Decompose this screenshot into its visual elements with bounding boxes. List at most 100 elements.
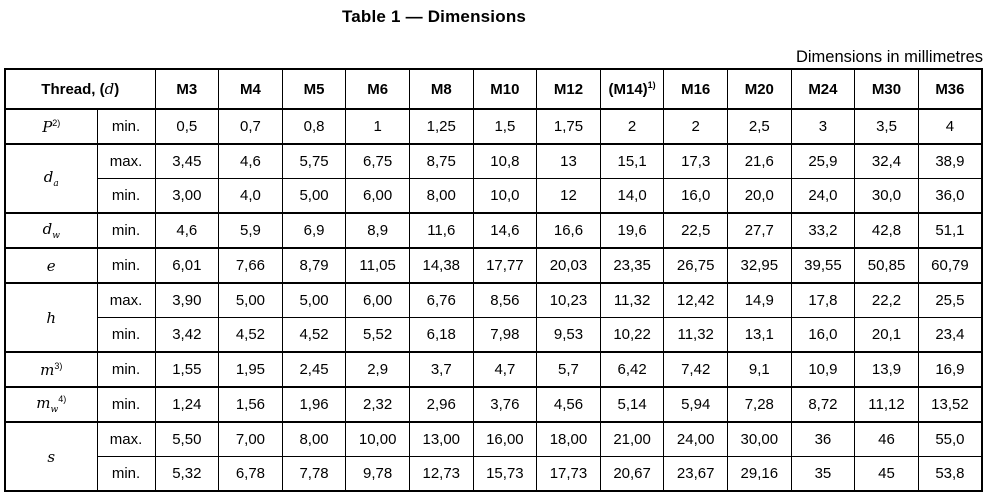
size-header-cell: (M14)1) <box>599 68 665 110</box>
value-cell: 1,96 <box>281 386 347 423</box>
table-body: P2) min. 0,5 0,7 0,8 1 1,25 1,5 1,75 2 2 2,5 3 3,5 4 da… <box>4 108 983 492</box>
value-cell: 10,9 <box>790 351 856 388</box>
value-cell: 2,45 <box>281 351 347 388</box>
value-cell: 32,95 <box>727 247 792 284</box>
limit-cell: min. <box>96 178 156 214</box>
value-cell: 30,00 <box>727 421 792 457</box>
value-cell: 30,0 <box>854 178 919 214</box>
value-cell: 11,32 <box>663 317 728 353</box>
value-cell: 4,56 <box>536 386 601 423</box>
value-cell: 3,45 <box>154 143 220 179</box>
value-cell: 14,38 <box>408 247 474 284</box>
value-cell: 39,55 <box>790 247 856 284</box>
size-header-cell: M8 <box>408 68 474 110</box>
value-cell: 51,1 <box>917 212 983 249</box>
value-cell: 38,9 <box>917 143 983 179</box>
value-cell: 21,6 <box>727 143 792 179</box>
value-cell: 3,90 <box>154 282 220 318</box>
value-cell: 16,0 <box>790 317 856 353</box>
value-cell: 14,9 <box>727 282 792 318</box>
symbol-cell: h <box>4 282 98 353</box>
value-cell: 12,42 <box>663 282 728 318</box>
value-cell: 7,78 <box>281 456 347 492</box>
limit-cell: min. <box>96 386 156 423</box>
value-cell: 11,6 <box>408 212 474 249</box>
value-cell: 50,85 <box>854 247 919 284</box>
value-cell: 15,73 <box>472 456 538 492</box>
value-cell: 10,23 <box>536 282 601 318</box>
value-cell: 6,78 <box>218 456 283 492</box>
value-cell: 23,67 <box>663 456 728 492</box>
value-cell: 5,9 <box>218 212 283 249</box>
dimensions-table: Thread, (d) M3 M4 M5 M6 M8 M10 M12 (M14)1) M16 M20… <box>4 68 983 492</box>
size-header-cell: M36 <box>917 68 983 110</box>
value-cell: 53,8 <box>917 456 983 492</box>
table-row: s max. 5,50 7,00 8,00 10,00 13,00 16,00 18,00 21,… <box>4 421 983 492</box>
value-cell: 16,00 <box>472 421 538 457</box>
symbol-subscript: a <box>53 179 59 189</box>
value-cell: 3 <box>790 108 856 145</box>
value-cell: 19,6 <box>599 212 665 249</box>
value-cell: 13,9 <box>854 351 919 388</box>
value-cell: 8,56 <box>472 282 538 318</box>
value-cell: 8,9 <box>345 212 410 249</box>
table-row: h max. 3,90 5,00 5,00 6,00 6,76 8,56 10,23 11,32 1… <box>4 282 983 353</box>
value-cell: 11,05 <box>345 247 410 284</box>
symbol-cell: dw <box>4 212 98 249</box>
table-row: min. 3,42 4,52 4,52 5,52 6,18 7,98 9,53 10,22 11,… <box>5 317 983 353</box>
value-cell: 1,5 <box>472 108 538 145</box>
value-cell: 20,1 <box>854 317 919 353</box>
limit-cell: min. <box>96 456 156 492</box>
value-cell: 5,75 <box>281 143 347 179</box>
value-cell: 42,8 <box>854 212 919 249</box>
value-cell: 8,79 <box>281 247 347 284</box>
value-cell: 6,18 <box>408 317 474 353</box>
value-cell: 3,76 <box>472 386 538 423</box>
value-cell: 6,42 <box>599 351 665 388</box>
value-cell: 29,16 <box>727 456 792 492</box>
value-cell: 20,67 <box>599 456 665 492</box>
value-cell: 9,53 <box>536 317 601 353</box>
footnote-marker: 1) <box>647 80 656 90</box>
footnote-marker: 2) <box>52 117 61 128</box>
symbol-cell: mw4) <box>4 386 98 423</box>
symbol-cell: m3) <box>4 351 98 388</box>
value-cell: 16,6 <box>536 212 601 249</box>
table-header: Thread, (d) M3 M4 M5 M6 M8 M10 M12 (M14)1) M16 M20… <box>4 68 983 110</box>
table-row: min. 5,32 6,78 7,78 9,78 12,73 15,73 17,73 20,67… <box>5 456 983 492</box>
value-cell: 6,76 <box>408 282 474 318</box>
value-cell: 23,4 <box>917 317 983 353</box>
value-cell: 14,6 <box>472 212 538 249</box>
size-header-cell: M5 <box>281 68 347 110</box>
value-cell: 4,6 <box>218 143 283 179</box>
value-cell: 46 <box>854 421 919 457</box>
footnote-marker: 4) <box>58 394 67 404</box>
value-cell: 12 <box>536 178 601 214</box>
value-cell: 1,55 <box>154 351 220 388</box>
value-cell: 33,2 <box>790 212 856 249</box>
value-cell: 9,1 <box>727 351 792 388</box>
limit-cell: min. <box>96 317 156 353</box>
value-cell: 22,5 <box>663 212 728 249</box>
limit-cell: max. <box>96 421 156 457</box>
size-header-cell: M30 <box>854 68 919 110</box>
value-cell: 55,0 <box>917 421 983 457</box>
value-cell: 21,00 <box>599 421 665 457</box>
size-header-cell: M6 <box>345 68 410 110</box>
page-title: Table 1 — Dimensions <box>341 7 527 26</box>
value-cell: 11,12 <box>854 386 919 423</box>
value-cell: 4,0 <box>218 178 283 214</box>
value-cell: 60,79 <box>917 247 983 284</box>
value-cell: 2,32 <box>345 386 410 423</box>
value-cell: 4,52 <box>281 317 347 353</box>
symbol-cell: P2) <box>4 108 98 145</box>
value-cell: 8,00 <box>408 178 474 214</box>
value-cell: 5,7 <box>536 351 601 388</box>
value-cell: 32,4 <box>854 143 919 179</box>
value-cell: 23,35 <box>599 247 665 284</box>
value-cell: 14,0 <box>599 178 665 214</box>
value-cell: 2 <box>599 108 665 145</box>
value-cell: 20,0 <box>727 178 792 214</box>
value-cell: 6,00 <box>345 178 410 214</box>
